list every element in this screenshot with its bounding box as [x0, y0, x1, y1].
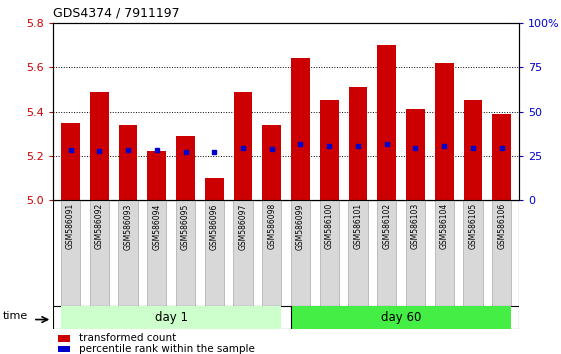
Bar: [58, 346, 70, 352]
Bar: [435, 200, 454, 306]
Bar: [406, 200, 425, 306]
Bar: [90, 92, 109, 200]
Text: GSM586104: GSM586104: [440, 203, 449, 250]
Text: day 60: day 60: [381, 311, 421, 324]
Bar: [205, 200, 224, 306]
Bar: [348, 200, 367, 306]
Bar: [176, 200, 195, 306]
Bar: [348, 87, 367, 200]
Bar: [205, 178, 224, 200]
Bar: [320, 200, 339, 306]
Bar: [61, 122, 80, 200]
Bar: [263, 125, 281, 200]
Bar: [320, 101, 339, 200]
Text: GSM586093: GSM586093: [123, 203, 132, 250]
Bar: [463, 101, 482, 200]
Bar: [118, 200, 137, 306]
Text: transformed count: transformed count: [79, 333, 176, 343]
Bar: [291, 58, 310, 200]
Bar: [463, 200, 482, 306]
Bar: [493, 114, 511, 200]
Text: GSM586103: GSM586103: [411, 203, 420, 250]
Bar: [233, 200, 252, 306]
Bar: [147, 200, 167, 306]
Text: percentile rank within the sample: percentile rank within the sample: [79, 344, 255, 354]
Text: GDS4374 / 7911197: GDS4374 / 7911197: [53, 6, 180, 19]
Text: GSM586105: GSM586105: [468, 203, 477, 250]
Bar: [119, 125, 137, 200]
Bar: [176, 136, 195, 200]
Bar: [233, 92, 252, 200]
Text: GSM586097: GSM586097: [238, 203, 247, 250]
Text: GSM586098: GSM586098: [267, 203, 276, 250]
Bar: [61, 200, 80, 306]
Text: time: time: [3, 311, 28, 321]
Text: GSM586100: GSM586100: [325, 203, 334, 250]
Text: GSM586101: GSM586101: [353, 203, 362, 249]
Bar: [291, 200, 310, 306]
Bar: [492, 200, 511, 306]
Text: GSM586096: GSM586096: [210, 203, 219, 250]
Bar: [378, 45, 396, 200]
Bar: [58, 335, 70, 342]
Text: GSM586095: GSM586095: [181, 203, 190, 250]
Bar: [406, 109, 425, 200]
Text: day 1: day 1: [155, 311, 187, 324]
Text: GSM586094: GSM586094: [152, 203, 161, 250]
Text: GSM586102: GSM586102: [382, 203, 391, 249]
Bar: [291, 306, 511, 329]
Text: GSM586099: GSM586099: [296, 203, 305, 250]
Bar: [377, 200, 396, 306]
Bar: [435, 63, 453, 200]
Text: GSM586091: GSM586091: [66, 203, 75, 250]
Text: GSM586092: GSM586092: [95, 203, 104, 250]
Bar: [61, 306, 282, 329]
Bar: [90, 200, 109, 306]
Bar: [148, 152, 166, 200]
Bar: [262, 200, 282, 306]
Text: GSM586106: GSM586106: [497, 203, 506, 250]
